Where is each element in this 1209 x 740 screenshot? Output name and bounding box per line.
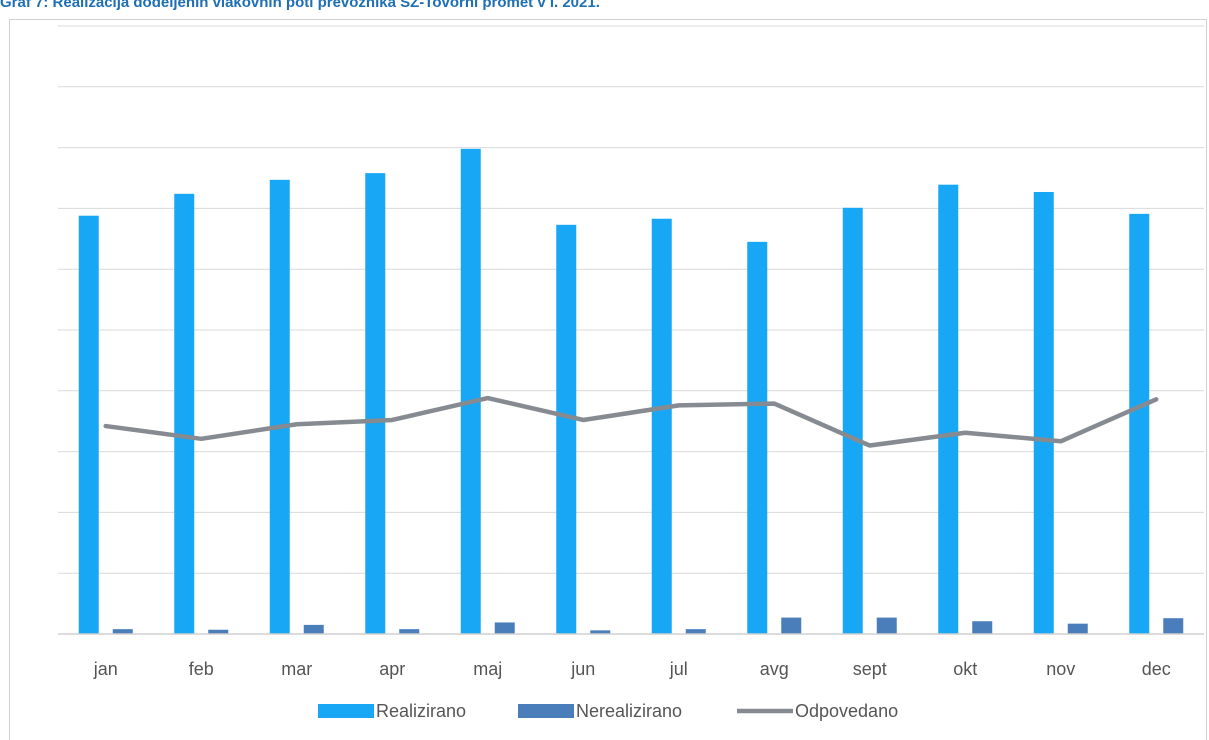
bar-nerealizirano-avg [781, 617, 802, 634]
line-odpovedano [103, 395, 1159, 448]
legend-label-odpovedano: Odpovedano [795, 701, 898, 721]
chart-frame [9, 19, 1207, 740]
bar-nerealizirano-sept [876, 617, 897, 634]
legend-label-nerealizirano: Nerealizirano [576, 701, 682, 721]
x-tick-label: maj [473, 659, 502, 679]
x-tick-label: feb [189, 659, 214, 679]
bar-realizirano-nov [1033, 191, 1054, 634]
bar-realizirano-sept [842, 207, 863, 635]
bar-realizirano-maj [460, 148, 481, 635]
bar-nerealizirano-dec [1163, 618, 1184, 634]
legend-swatch-nerealizirano [518, 704, 574, 718]
legend-label-realizirano: Realizirano [376, 701, 466, 721]
bar-realizirano-apr [365, 173, 386, 635]
series-nerealizirano [112, 617, 1184, 634]
bar-realizirano-jun [556, 224, 577, 635]
x-tick-label: sept [853, 659, 887, 679]
x-tick-label: jul [669, 659, 688, 679]
bar-realizirano-dec [1129, 213, 1150, 634]
bar-nerealizirano-okt [972, 621, 993, 634]
bar-realizirano-jan [78, 215, 99, 635]
bar-nerealizirano-jan [112, 629, 133, 634]
bar-realizirano-feb [174, 193, 195, 635]
series-realizirano [78, 148, 1150, 635]
bar-nerealizirano-maj [494, 622, 515, 634]
x-axis: jan feb mar apr maj jun jul avg sept okt nov dec [58, 633, 1204, 679]
x-tick-label: jun [570, 659, 595, 679]
gridlines [58, 25, 1204, 574]
bar-realizirano-avg [747, 241, 768, 634]
x-tick-label: okt [953, 659, 977, 679]
x-tick-label: mar [281, 659, 312, 679]
bar-realizirano-okt [938, 184, 959, 635]
x-tick-label: dec [1142, 659, 1171, 679]
bar-nerealizirano-nov [1067, 623, 1088, 634]
legend: Realizirano Nerealizirano Odpovedano [318, 701, 898, 721]
bar-nerealizirano-mar [303, 624, 324, 634]
chart-title: Graf 7: Realizacija dodeljenih vlakovnih… [0, 0, 600, 11]
bar-nerealizirano-apr [399, 629, 420, 634]
bar-realizirano-mar [269, 179, 290, 634]
bar-realizirano-jul [651, 218, 672, 634]
series-odpovedano [103, 395, 1159, 448]
x-tick-label: jan [93, 659, 118, 679]
x-tick-label: avg [760, 659, 789, 679]
legend-swatch-realizirano [318, 704, 374, 718]
x-tick-label: apr [379, 659, 405, 679]
bar-nerealizirano-jul [685, 629, 706, 634]
bar-nerealizirano-feb [208, 629, 229, 634]
x-tick-label: nov [1046, 659, 1075, 679]
bar-nerealizirano-jun [590, 630, 611, 634]
